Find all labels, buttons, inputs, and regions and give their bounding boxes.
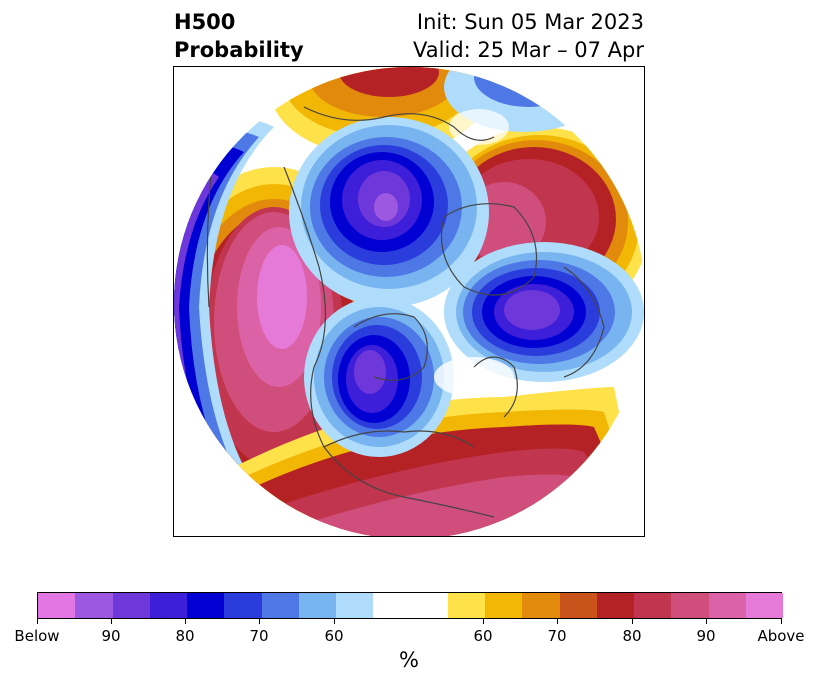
colorbar-segment bbox=[187, 593, 225, 618]
colorbar-segment bbox=[112, 593, 150, 618]
colorbar-segment bbox=[336, 593, 374, 618]
colorbar-segment bbox=[559, 593, 597, 618]
colorbar-tick bbox=[111, 619, 112, 624]
colorbar-tick bbox=[557, 619, 558, 624]
anomaly-north-above bbox=[269, 67, 489, 157]
colorbar-tick-label: Above bbox=[757, 627, 805, 645]
colorbar-segment bbox=[596, 593, 634, 618]
probability-map bbox=[174, 67, 644, 536]
colorbar-segment bbox=[447, 593, 485, 618]
colorbar-segment bbox=[745, 593, 783, 618]
colorbar-segment bbox=[38, 593, 76, 618]
colorbar-tick bbox=[185, 619, 186, 624]
init-date: Init: Sun 05 Mar 2023 bbox=[416, 10, 644, 34]
colorbar-tick-label: 90 bbox=[101, 627, 121, 645]
anomaly-canada-below bbox=[304, 297, 454, 457]
colorbar-segment bbox=[634, 593, 672, 618]
colorbar-unit-label: % bbox=[399, 648, 419, 672]
colorbar-segment bbox=[373, 593, 448, 618]
title-right: Init: Sun 05 Mar 2023 Valid: 25 Mar – 07… bbox=[413, 8, 644, 64]
colorbar-segment bbox=[671, 593, 709, 618]
product-title: Probability bbox=[174, 38, 304, 62]
colorbar-segment bbox=[224, 593, 262, 618]
valid-range: Valid: 25 Mar – 07 Apr bbox=[413, 38, 644, 62]
map-fill bbox=[174, 67, 644, 536]
anomaly-scandinavia-below bbox=[444, 242, 644, 382]
colorbar-segment bbox=[485, 593, 523, 618]
colorbar-tick bbox=[483, 619, 484, 624]
colorbar-tick-label: 80 bbox=[622, 627, 642, 645]
anomaly-siberia-below bbox=[289, 117, 489, 307]
colorbar-segment bbox=[298, 593, 336, 618]
colorbar-segment bbox=[261, 593, 299, 618]
colorbar-tick-label: 70 bbox=[547, 627, 567, 645]
colorbar-segment bbox=[149, 593, 187, 618]
colorbar-segment bbox=[708, 593, 746, 618]
colorbar-tick bbox=[781, 619, 782, 624]
colorbar-segment bbox=[522, 593, 560, 618]
colorbar-segment bbox=[75, 593, 113, 618]
colorbar-tick bbox=[632, 619, 633, 624]
colorbar-tick bbox=[259, 619, 260, 624]
colorbar-tick-label: 90 bbox=[696, 627, 716, 645]
colorbar-tick-label: 70 bbox=[249, 627, 269, 645]
colorbar-tick bbox=[706, 619, 707, 624]
colorbar-tick-label: 60 bbox=[473, 627, 493, 645]
colorbar-tick bbox=[334, 619, 335, 624]
title-left: H500 Probability bbox=[174, 8, 304, 64]
colorbar-tick bbox=[37, 619, 38, 624]
colorbar-tick-label: Below bbox=[14, 627, 60, 645]
variable-title: H500 bbox=[174, 10, 236, 34]
colorbar-tick-label: 80 bbox=[175, 627, 195, 645]
colorbar bbox=[37, 592, 783, 619]
colorbar-tick-label: 60 bbox=[324, 627, 344, 645]
map-panel bbox=[173, 66, 645, 537]
